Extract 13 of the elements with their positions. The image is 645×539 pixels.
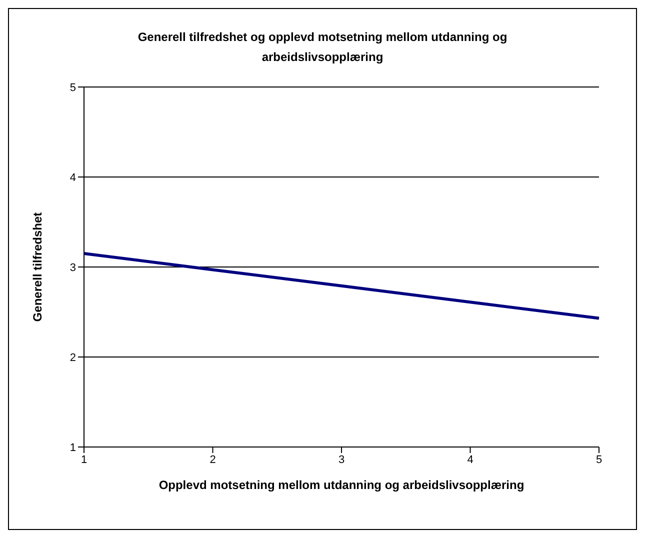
x-tick-label: 5 [596,454,602,466]
y-tick-label: 1 [70,442,76,454]
y-axis-title: Generell tilfredshet [30,212,44,322]
x-tick-label: 1 [80,454,88,466]
chart-title: Generell tilfredshet og opplevd motsetning mellom utdanning og arbeidslivsopplæring [136,29,508,66]
y-tick-label: 3 [70,262,76,274]
y-tick-label: 4 [70,172,76,184]
x-tick-label: 4 [467,454,474,466]
x-tick-label: 3 [338,454,345,466]
y-tick-label: 5 [70,82,76,94]
y-tick-label: 2 [70,352,76,364]
x-tick-label: 2 [210,454,216,466]
x-axis-title: Opplevd motsetning mellom utdanning og arbeidslivsopplæring [158,478,524,492]
